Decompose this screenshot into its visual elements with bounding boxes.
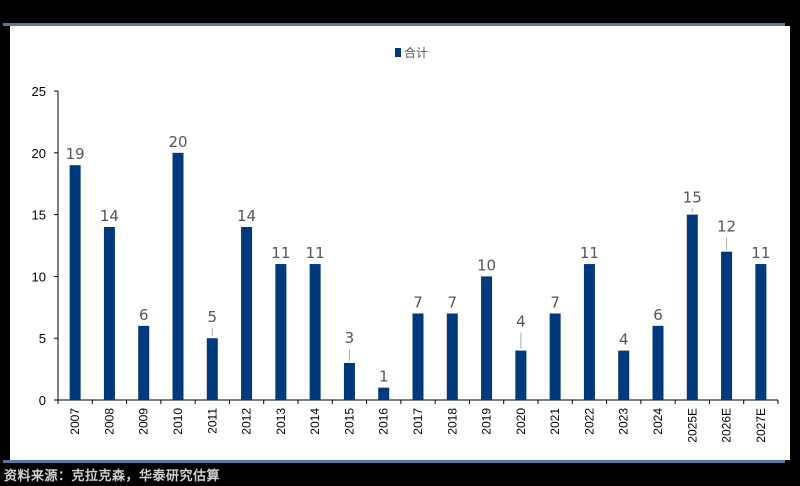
bar xyxy=(378,387,390,400)
data-label: 3 xyxy=(345,329,355,347)
x-tick-label: 2025E xyxy=(685,408,699,443)
bar xyxy=(69,165,81,400)
x-tick-label: 2008 xyxy=(102,408,116,435)
data-label: 11 xyxy=(271,244,290,262)
y-tick-label: 25 xyxy=(32,84,46,99)
bar xyxy=(481,276,493,400)
legend-swatch-icon xyxy=(395,48,401,57)
y-tick-label: 5 xyxy=(39,331,46,346)
x-tick-label: 2010 xyxy=(171,408,185,435)
bar xyxy=(309,264,321,400)
data-label: 7 xyxy=(413,293,423,311)
data-label: 11 xyxy=(306,244,325,262)
bottom-divider xyxy=(3,460,785,463)
x-tick-label: 2014 xyxy=(308,408,322,435)
y-tick-label: 20 xyxy=(32,146,46,161)
x-tick-label: 2027E xyxy=(754,408,768,443)
bar xyxy=(721,251,733,400)
x-tick-label: 2007 xyxy=(68,408,82,435)
y-tick-label: 10 xyxy=(32,269,46,284)
source-note: 资料来源：克拉克森，华泰研究估算 xyxy=(4,469,221,484)
data-label: 14 xyxy=(100,207,119,225)
x-tick-label: 2023 xyxy=(617,408,631,435)
x-tick-label: 2024 xyxy=(651,408,665,435)
bar xyxy=(515,350,527,400)
bar xyxy=(138,325,150,400)
bar xyxy=(618,350,630,400)
data-label: 12 xyxy=(717,218,736,236)
data-label: 7 xyxy=(550,293,560,311)
bar xyxy=(446,313,458,400)
y-tick-label: 0 xyxy=(39,393,46,408)
bar xyxy=(172,152,184,400)
x-tick-label: 2021 xyxy=(548,408,562,435)
data-label: 10 xyxy=(477,256,496,274)
data-label: 1 xyxy=(379,368,389,386)
data-label: 14 xyxy=(237,207,256,225)
bar xyxy=(549,313,561,400)
bar xyxy=(343,362,355,400)
x-tick-label: 2009 xyxy=(137,408,151,435)
bar xyxy=(583,264,595,400)
x-tick-label: 2020 xyxy=(514,408,528,435)
legend-label: 合计 xyxy=(404,46,429,60)
x-tick-label: 2016 xyxy=(377,408,391,435)
x-tick-label: 2015 xyxy=(342,408,356,435)
data-label: 5 xyxy=(208,308,218,326)
bar xyxy=(652,325,664,400)
data-label: 20 xyxy=(168,133,187,151)
y-tick-label: 15 xyxy=(32,208,46,223)
x-tick-label: 2022 xyxy=(582,408,596,435)
x-tick-label: 2011 xyxy=(205,408,219,434)
data-label: 4 xyxy=(516,313,526,331)
bar xyxy=(241,226,253,400)
x-tick-label: 2019 xyxy=(480,408,494,435)
data-label: 15 xyxy=(683,189,702,207)
data-label: 19 xyxy=(66,145,85,163)
bar xyxy=(755,264,767,400)
bar xyxy=(686,214,698,400)
bar xyxy=(206,338,218,400)
x-tick-label: 2013 xyxy=(274,408,288,435)
data-label: 6 xyxy=(653,306,663,324)
data-label: 11 xyxy=(751,244,770,262)
legend: 合计 xyxy=(395,44,428,61)
top-divider xyxy=(3,23,785,26)
data-label: 7 xyxy=(448,293,458,311)
bar xyxy=(275,264,287,400)
x-tick-label: 2012 xyxy=(240,408,254,435)
x-tick-label: 2026E xyxy=(720,408,734,443)
data-label: 6 xyxy=(139,306,149,324)
x-tick-label: 2017 xyxy=(411,408,425,435)
bar xyxy=(103,226,115,400)
data-label: 11 xyxy=(580,244,599,262)
bar xyxy=(412,313,424,400)
data-label: 4 xyxy=(619,331,629,349)
x-tick-label: 2018 xyxy=(445,408,459,435)
